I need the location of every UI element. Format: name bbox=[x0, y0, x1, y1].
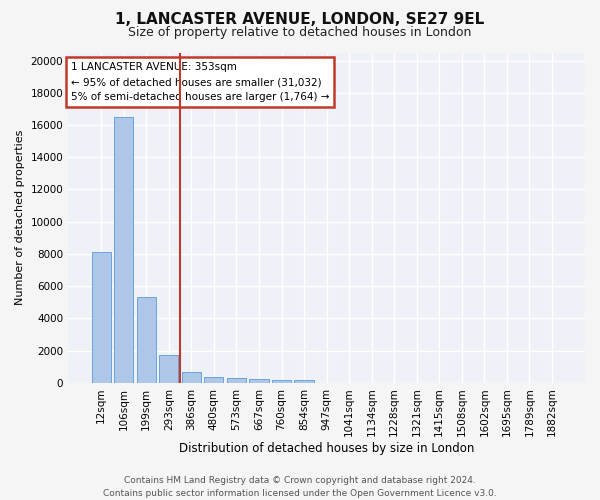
Bar bbox=[92, 252, 111, 383]
Bar bbox=[295, 380, 314, 383]
Text: Size of property relative to detached houses in London: Size of property relative to detached ho… bbox=[128, 26, 472, 39]
Bar bbox=[250, 379, 269, 383]
Text: Contains HM Land Registry data © Crown copyright and database right 2024.
Contai: Contains HM Land Registry data © Crown c… bbox=[103, 476, 497, 498]
Bar bbox=[227, 378, 246, 383]
Bar bbox=[182, 372, 201, 383]
Bar bbox=[272, 380, 291, 383]
Bar bbox=[159, 354, 178, 383]
Bar bbox=[205, 376, 223, 383]
Text: 1 LANCASTER AVENUE: 353sqm
← 95% of detached houses are smaller (31,032)
5% of s: 1 LANCASTER AVENUE: 353sqm ← 95% of deta… bbox=[71, 62, 329, 102]
Text: 1, LANCASTER AVENUE, LONDON, SE27 9EL: 1, LANCASTER AVENUE, LONDON, SE27 9EL bbox=[115, 12, 485, 28]
Bar bbox=[114, 117, 133, 383]
Bar bbox=[137, 298, 156, 383]
X-axis label: Distribution of detached houses by size in London: Distribution of detached houses by size … bbox=[179, 442, 474, 455]
Y-axis label: Number of detached properties: Number of detached properties bbox=[15, 130, 25, 306]
